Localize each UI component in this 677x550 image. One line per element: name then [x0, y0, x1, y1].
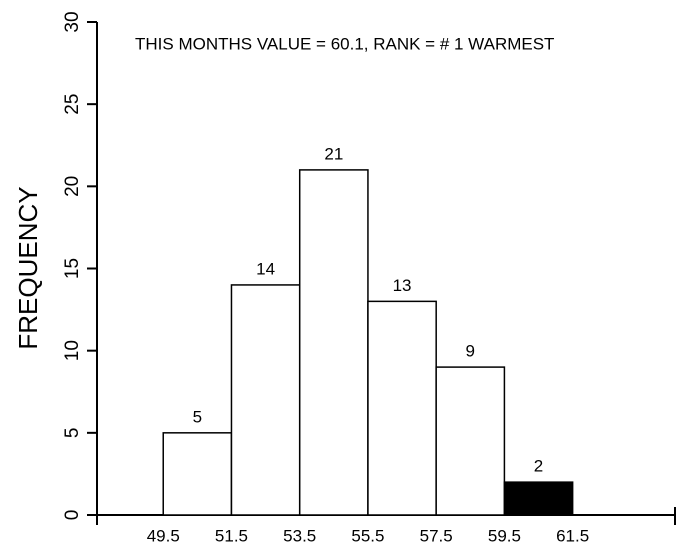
x-tick-label: 57.5: [420, 526, 453, 545]
annotation: THIS MONTHS VALUE = 60.1, RANK = # 1 WAR…: [135, 34, 554, 53]
data-label: 14: [256, 259, 275, 278]
y-tick-label: 20: [62, 176, 83, 197]
y-axis-label: FREQUENCY: [13, 186, 43, 349]
bar: [230, 284, 301, 516]
data-label: 21: [324, 144, 343, 163]
y-tick-label: 0: [62, 510, 83, 521]
data-label: 9: [466, 342, 475, 361]
y-tick-label: 30: [62, 11, 83, 32]
y-tick-label: 25: [62, 94, 83, 115]
y-tick-label: 15: [62, 258, 83, 279]
bar: [298, 169, 369, 516]
data-label: 13: [393, 276, 412, 295]
bar: [367, 300, 437, 516]
x-tick-label: 55.5: [351, 526, 384, 545]
bar: [503, 481, 574, 516]
x-tick-label: 61.5: [556, 526, 589, 545]
x-tick-label: 49.5: [147, 526, 180, 545]
data-label: 5: [193, 407, 202, 426]
x-tick-label: 51.5: [215, 526, 248, 545]
bar: [435, 366, 506, 516]
data-label: 2: [534, 457, 543, 476]
y-tick-label: 5: [62, 428, 83, 439]
bar: [162, 432, 233, 516]
y-tick-label: 10: [62, 340, 83, 361]
x-tick-label: 59.5: [488, 526, 521, 545]
x-tick-label: 53.5: [283, 526, 316, 545]
